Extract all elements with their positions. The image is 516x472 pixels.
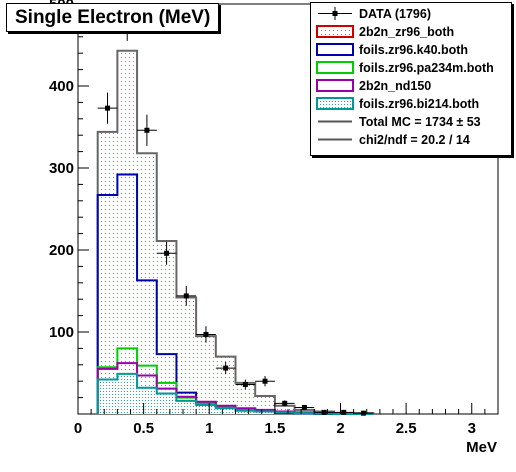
dotted-fill-swatch-icon: [316, 25, 354, 38]
data-point: [294, 404, 315, 410]
data-point: [314, 409, 334, 415]
data-point: [137, 114, 157, 146]
x-tick-label: 1.5: [264, 420, 285, 437]
legend: DATA (1796) 2b2n_zr96_both foils.zr96.k4…: [310, 2, 512, 156]
data-point: [196, 326, 216, 343]
legend-label-nd150: 2b2n_nd150: [359, 79, 432, 93]
legend-label-k40: foils.zr96.k40.both: [359, 43, 469, 57]
legend-label-bi214: foils.zr96.bi214.both: [359, 97, 480, 111]
x-axis-label: MeV: [466, 439, 497, 456]
legend-label-2b2n-zr96: 2b2n_zr96_both: [359, 25, 455, 39]
x-tick-label: 1: [205, 420, 213, 437]
chart-title: Single Electron (MeV): [6, 3, 220, 32]
legend-item-2b2n-zr96: 2b2n_zr96_both: [311, 23, 511, 41]
y-tick-label: 400: [49, 78, 74, 95]
teal-dotted-swatch-icon: [316, 97, 354, 110]
legend-item-chi2: chi2/ndf = 20.2 / 14: [311, 131, 511, 149]
x-tick-label: 0.5: [133, 420, 154, 437]
data-point: [176, 286, 197, 306]
x-tick-label: 2: [336, 420, 344, 437]
data-point: [156, 241, 177, 265]
data-point: [215, 361, 236, 375]
legend-item-total-mc: Total MC = 1734 ± 53: [311, 113, 511, 131]
x-tick-label: 0: [74, 420, 82, 437]
data-marker-icon: [318, 7, 352, 20]
line-swatch-icon: [318, 138, 352, 141]
green-swatch-icon: [316, 61, 354, 74]
legend-item-nd150: 2b2n_nd150: [311, 77, 511, 95]
total-mc-fill: [97, 50, 374, 415]
data-point: [97, 92, 118, 124]
blue-swatch-icon: [316, 43, 354, 56]
total-mc-histogram: [96, 49, 375, 415]
legend-item-bi214: foils.zr96.bi214.both: [311, 95, 511, 113]
legend-label-total-mc: Total MC = 1734 ± 53: [359, 115, 481, 129]
data-point: [255, 376, 275, 387]
x-tick-label: 2.5: [396, 420, 417, 437]
legend-label-chi2: chi2/ndf = 20.2 / 14: [359, 133, 470, 147]
legend-label-data: DATA (1796): [359, 7, 432, 21]
y-tick-label: 200: [49, 242, 74, 259]
y-tick-label: 300: [49, 160, 74, 177]
bi214-fill: [97, 373, 374, 414]
data-point: [274, 400, 295, 407]
y-tick-label: 100: [49, 324, 74, 341]
x-tick-label: 3: [468, 420, 476, 437]
legend-item-pa234m: foils.zr96.pa234m.both: [311, 59, 511, 77]
legend-item-data: DATA (1796): [311, 5, 511, 23]
purple-swatch-icon: [316, 79, 354, 92]
legend-item-k40: foils.zr96.k40.both: [311, 41, 511, 59]
data-point: [353, 410, 374, 416]
legend-label-pa234m: foils.zr96.pa234m.both: [359, 61, 494, 75]
data-point: [333, 409, 354, 415]
line-swatch-icon: [318, 120, 352, 123]
data-point: [235, 379, 256, 390]
